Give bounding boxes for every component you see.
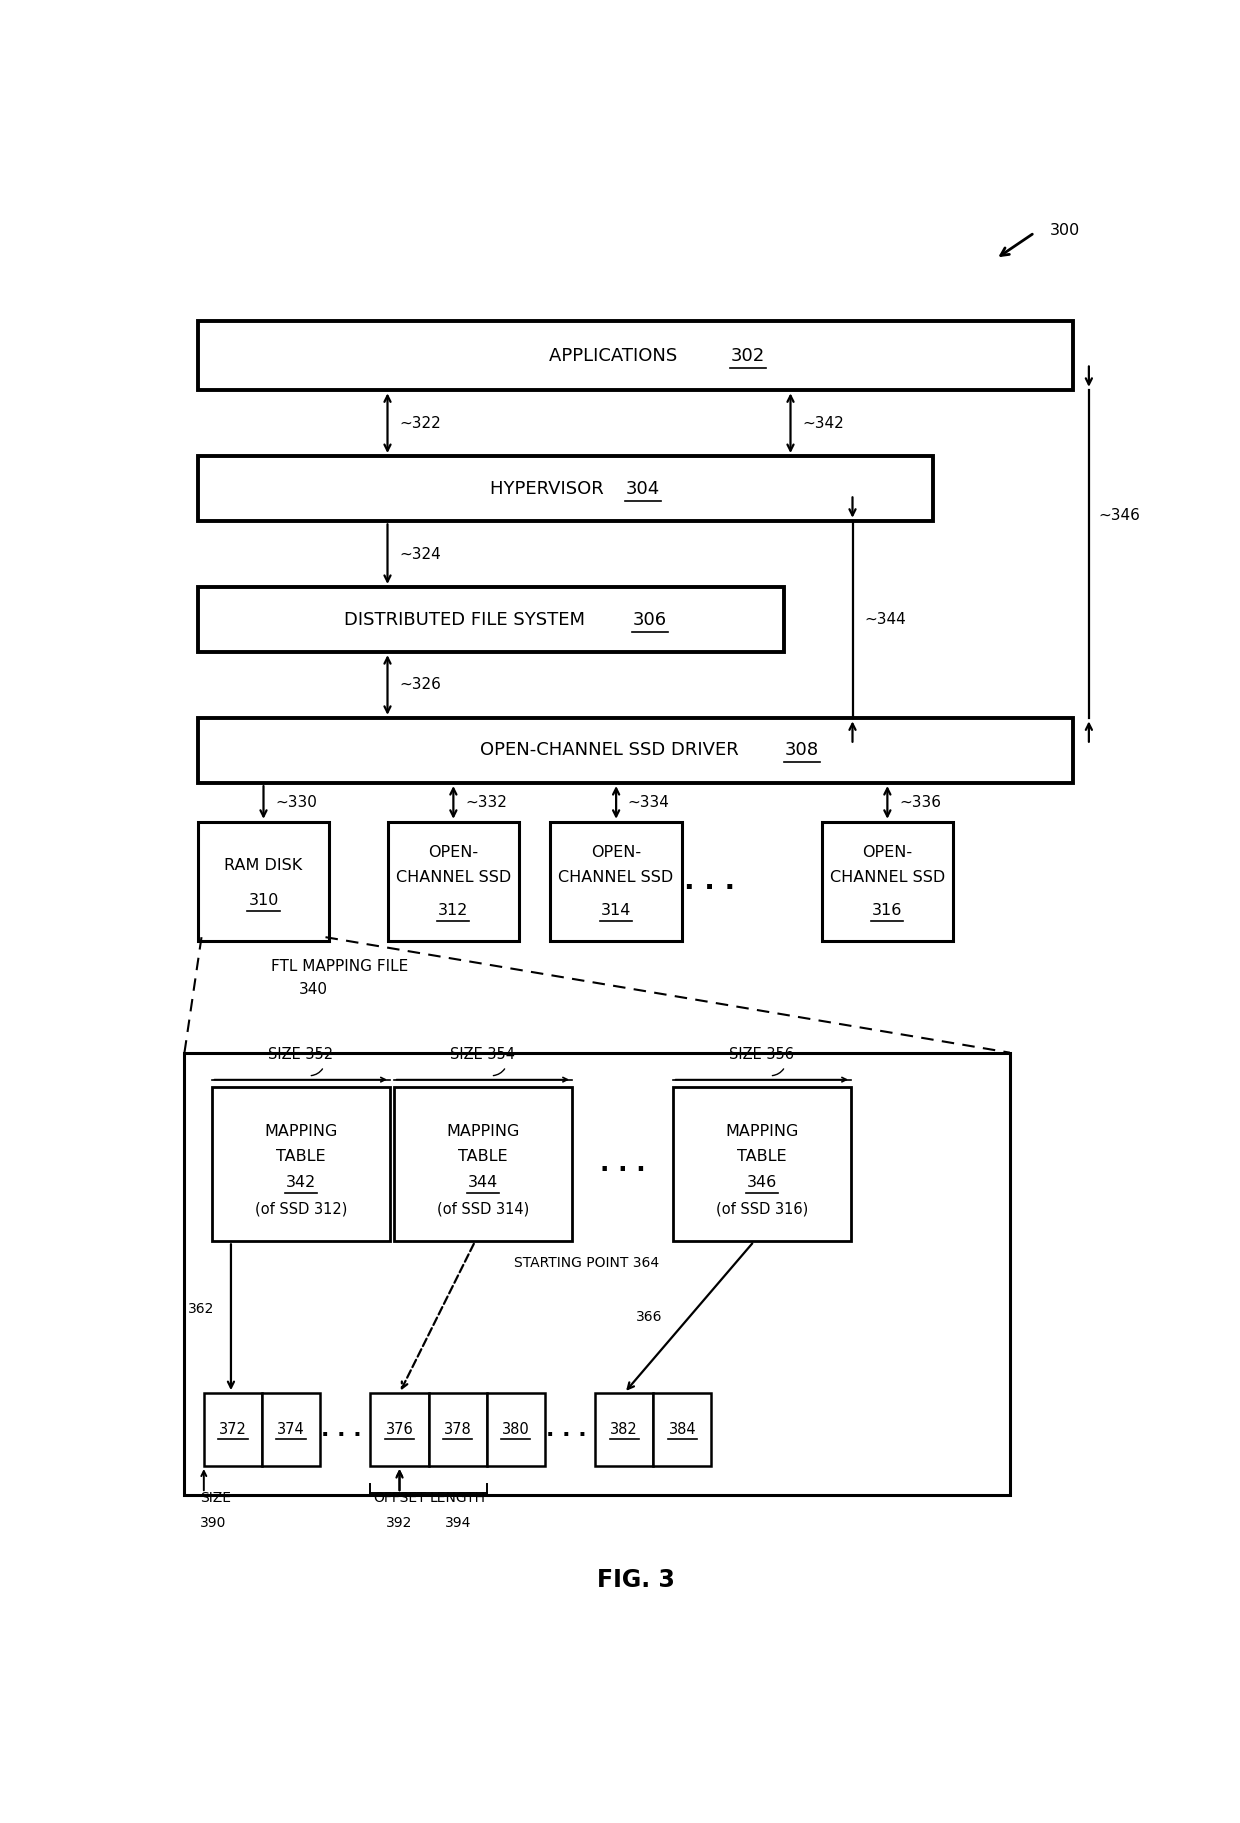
Text: 372: 372 (219, 1422, 247, 1437)
Text: 378: 378 (444, 1422, 471, 1437)
Text: CHANNEL SSD: CHANNEL SSD (396, 870, 511, 884)
Text: MAPPING: MAPPING (725, 1125, 799, 1139)
FancyBboxPatch shape (203, 1393, 262, 1466)
Text: 346: 346 (746, 1174, 777, 1190)
FancyBboxPatch shape (197, 321, 1074, 390)
Text: 362: 362 (187, 1302, 215, 1316)
FancyBboxPatch shape (672, 1087, 851, 1241)
FancyBboxPatch shape (197, 718, 1074, 784)
Text: RAM DISK: RAM DISK (224, 859, 303, 873)
Text: ~342: ~342 (802, 416, 844, 430)
Text: 366: 366 (636, 1311, 662, 1323)
FancyBboxPatch shape (429, 1393, 486, 1466)
FancyBboxPatch shape (212, 1087, 389, 1241)
Text: MAPPING: MAPPING (446, 1125, 520, 1139)
Text: ~346: ~346 (1099, 509, 1140, 523)
Text: 392: 392 (387, 1517, 413, 1529)
FancyBboxPatch shape (595, 1393, 653, 1466)
Text: 310: 310 (248, 893, 279, 908)
FancyBboxPatch shape (197, 456, 934, 521)
Text: SIZE 352: SIZE 352 (268, 1048, 334, 1063)
FancyBboxPatch shape (197, 587, 785, 653)
Text: 382: 382 (610, 1422, 639, 1437)
FancyBboxPatch shape (486, 1393, 544, 1466)
Text: 314: 314 (601, 902, 631, 919)
Text: 344: 344 (467, 1174, 498, 1190)
Text: (of SSD 316): (of SSD 316) (715, 1201, 808, 1216)
Text: OPEN-: OPEN- (591, 844, 641, 860)
Text: . . .: . . . (546, 1420, 587, 1440)
Text: . . .: . . . (321, 1420, 362, 1440)
Text: CHANNEL SSD: CHANNEL SSD (558, 870, 673, 884)
Text: 306: 306 (632, 611, 667, 629)
Text: 394: 394 (444, 1517, 471, 1529)
FancyBboxPatch shape (387, 822, 520, 941)
Text: TABLE: TABLE (737, 1148, 786, 1165)
Text: 342: 342 (285, 1174, 316, 1190)
Text: 376: 376 (386, 1422, 413, 1437)
Text: TABLE: TABLE (458, 1148, 507, 1165)
Text: (of SSD 312): (of SSD 312) (254, 1201, 347, 1216)
Text: MAPPING: MAPPING (264, 1125, 337, 1139)
FancyBboxPatch shape (371, 1393, 429, 1466)
Text: CHANNEL SSD: CHANNEL SSD (830, 870, 945, 884)
Text: ~324: ~324 (399, 547, 441, 561)
Text: OFFSET: OFFSET (373, 1491, 425, 1506)
Text: OPEN-: OPEN- (862, 844, 913, 860)
Text: OPEN-: OPEN- (428, 844, 479, 860)
Text: 384: 384 (668, 1422, 696, 1437)
Text: ~330: ~330 (275, 795, 317, 809)
Text: ~322: ~322 (399, 416, 441, 430)
Text: . . .: . . . (683, 868, 734, 895)
FancyBboxPatch shape (262, 1393, 320, 1466)
Text: ~326: ~326 (399, 678, 441, 693)
Text: 308: 308 (785, 742, 820, 760)
Text: SIZE: SIZE (200, 1491, 231, 1506)
Text: 316: 316 (872, 902, 903, 919)
Text: ~334: ~334 (627, 795, 670, 809)
FancyBboxPatch shape (185, 1052, 1009, 1495)
Text: SIZE 356: SIZE 356 (729, 1048, 795, 1063)
Text: 302: 302 (730, 346, 765, 365)
Text: FTL MAPPING FILE: FTL MAPPING FILE (272, 959, 408, 973)
FancyBboxPatch shape (197, 822, 330, 941)
FancyBboxPatch shape (653, 1393, 712, 1466)
Text: 340: 340 (299, 983, 327, 997)
Text: SIZE 354: SIZE 354 (450, 1048, 516, 1063)
FancyBboxPatch shape (551, 822, 682, 941)
Text: 374: 374 (277, 1422, 305, 1437)
Text: (of SSD 314): (of SSD 314) (436, 1201, 529, 1216)
Text: 300: 300 (1050, 222, 1080, 237)
Text: APPLICATIONS: APPLICATIONS (549, 346, 683, 365)
Text: ~332: ~332 (465, 795, 507, 809)
Text: LENGTH: LENGTH (429, 1491, 486, 1506)
Text: ~344: ~344 (864, 613, 906, 627)
Text: STARTING POINT 364: STARTING POINT 364 (513, 1256, 658, 1271)
Text: OPEN-CHANNEL SSD DRIVER: OPEN-CHANNEL SSD DRIVER (480, 742, 744, 760)
Text: HYPERVISOR: HYPERVISOR (490, 479, 610, 498)
Text: FIG. 3: FIG. 3 (596, 1568, 675, 1591)
FancyBboxPatch shape (393, 1087, 572, 1241)
Text: TABLE: TABLE (275, 1148, 326, 1165)
Text: 304: 304 (626, 479, 660, 498)
Text: ~336: ~336 (899, 795, 941, 809)
Text: . . .: . . . (599, 1152, 645, 1176)
Text: 380: 380 (502, 1422, 529, 1437)
FancyBboxPatch shape (821, 822, 954, 941)
Text: 390: 390 (200, 1517, 227, 1529)
Text: 312: 312 (438, 902, 469, 919)
Text: DISTRIBUTED FILE SYSTEM: DISTRIBUTED FILE SYSTEM (345, 611, 591, 629)
